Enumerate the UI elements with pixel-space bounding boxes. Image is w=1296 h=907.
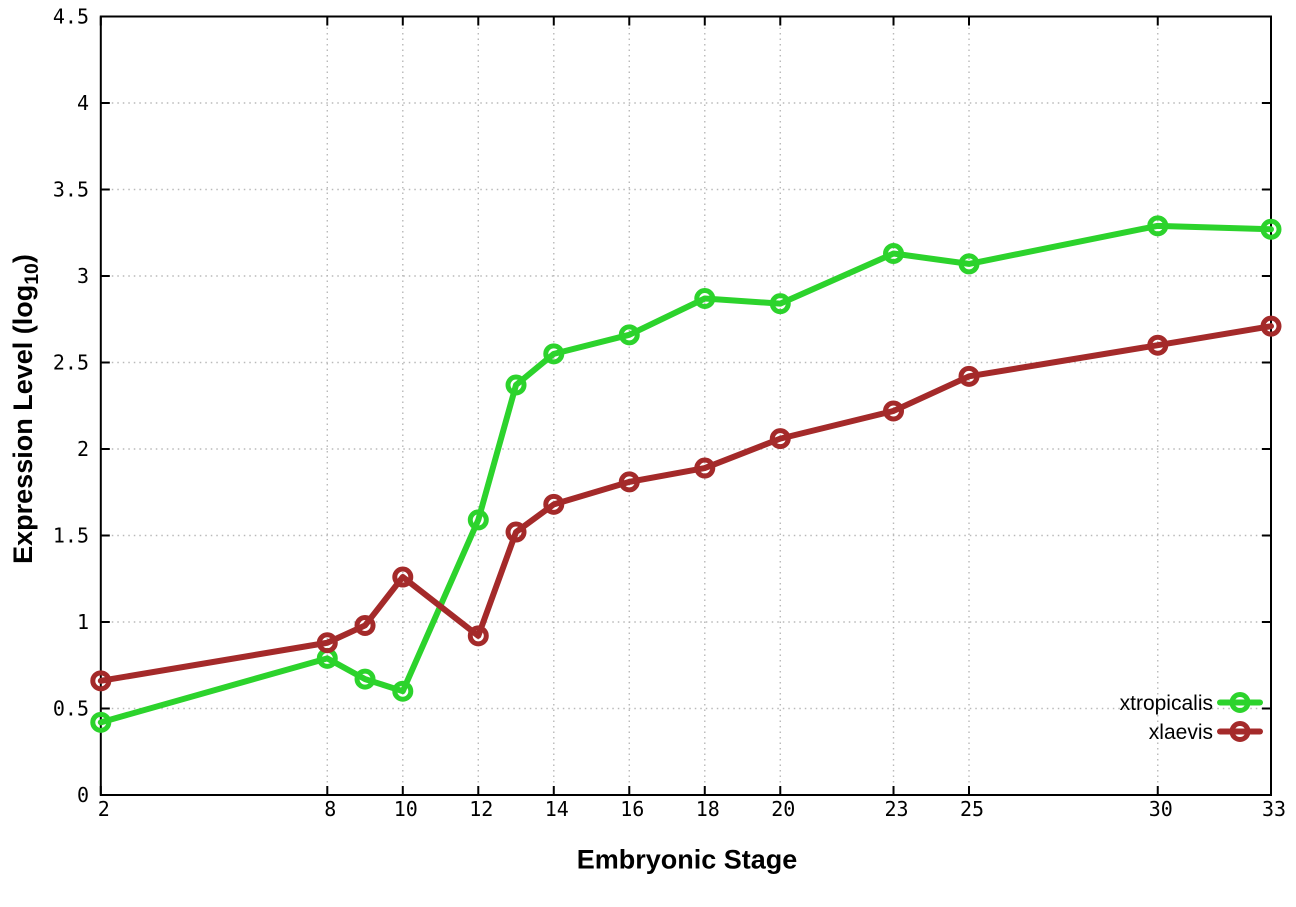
legend-label-xlaevis: xlaevis: [1149, 721, 1213, 744]
data-point-xtropicalis-18: [694, 287, 716, 309]
data-point-xlaevis-16: [618, 471, 640, 493]
data-point-xlaevis-18: [694, 457, 716, 479]
legend-marker-xlaevis: [1229, 721, 1251, 742]
data-point-xlaevis-25: [958, 365, 980, 387]
y-tick-label: 3.5: [53, 178, 89, 202]
y-tick-label: 2.5: [53, 351, 89, 375]
data-point-xlaevis-20: [769, 428, 791, 450]
data-point-xtropicalis-23: [883, 243, 905, 265]
x-tick-label: 10: [394, 797, 418, 821]
x-tick-label: 18: [696, 797, 720, 821]
x-axis-title: Embryonic Stage: [576, 844, 798, 875]
x-tick-label: 2: [98, 797, 110, 821]
plot-border: [99, 15, 1272, 796]
data-point-xtropicalis-14: [543, 343, 565, 365]
y-axis-title-subscript: 10: [21, 263, 44, 285]
x-tick-label: 16: [620, 797, 644, 821]
y-tick-label: 4: [77, 91, 89, 115]
y-tick-label: 2: [77, 437, 89, 461]
y-tick-label: 3: [77, 264, 89, 288]
data-point-xlaevis-12: [467, 625, 489, 647]
y-tick-label: 4.5: [53, 5, 89, 29]
data-point-xtropicalis-30: [1147, 215, 1169, 237]
data-point-xlaevis-10: [392, 566, 414, 588]
data-point-xtropicalis-2: [90, 711, 112, 733]
x-tick-label: 12: [469, 797, 493, 821]
data-point-xtropicalis-20: [769, 293, 791, 315]
y-axis-title-close: ): [7, 254, 38, 264]
data-point-xlaevis-23: [883, 400, 905, 422]
data-point-xtropicalis-13: [505, 374, 527, 396]
y-tick-label: 0.5: [53, 697, 89, 721]
data-point-xtropicalis-33: [1260, 218, 1282, 240]
series-line-xlaevis: [97, 323, 1274, 684]
legend-label-xtropicalis: xtropicalis: [1120, 692, 1213, 715]
x-tick-label: 8: [324, 797, 336, 821]
data-point-xtropicalis-12: [467, 509, 489, 531]
x-tick-label: 20: [771, 797, 795, 821]
y-axis-title: Expression Level (log10): [8, 254, 44, 564]
data-point-xlaevis-2: [90, 670, 112, 692]
data-point-xtropicalis-16: [618, 324, 640, 346]
data-point-xtropicalis-10: [392, 680, 414, 702]
x-tick-label: 14: [545, 797, 569, 821]
data-point-xlaevis-13: [505, 521, 527, 543]
data-point-xlaevis-30: [1147, 334, 1169, 356]
y-tick-label: 0: [77, 783, 89, 807]
data-point-xtropicalis-25: [958, 253, 980, 275]
y-tick-label: 1.5: [53, 524, 89, 548]
legend-marker-xtropicalis: [1229, 692, 1251, 713]
y-tick-label: 1: [77, 610, 89, 634]
y-axis-title-text: Expression Level (log: [7, 284, 38, 564]
x-tick-label: 33: [1262, 797, 1286, 821]
x-tick-label: 30: [1149, 797, 1173, 821]
data-point-xtropicalis-9: [354, 668, 376, 690]
data-point-xlaevis-9: [354, 614, 376, 636]
x-tick-label: 25: [960, 797, 984, 821]
data-point-xlaevis-33: [1260, 315, 1282, 337]
data-point-xlaevis-14: [543, 493, 565, 515]
data-point-xlaevis-8: [316, 632, 338, 654]
x-tick-label: 23: [884, 797, 908, 821]
